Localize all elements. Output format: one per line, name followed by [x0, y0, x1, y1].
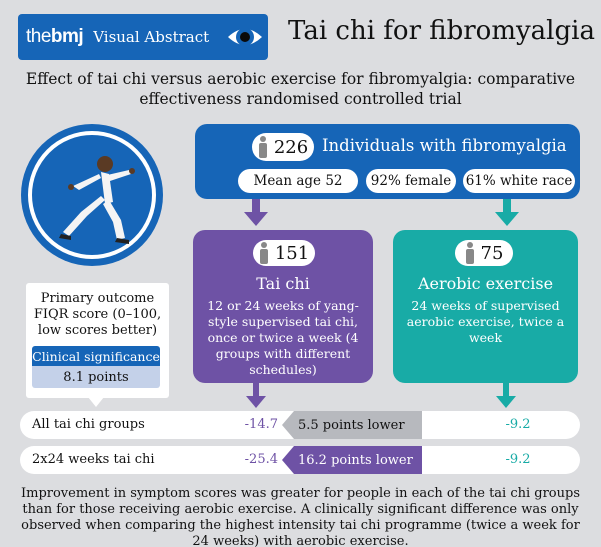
- person-icon: [258, 136, 267, 158]
- difference-badge-significant: 16.2 points lower: [282, 446, 422, 474]
- taichi-change: -14.7: [244, 417, 278, 432]
- bmj-visual-abstract-logo: the bmj Visual Abstract: [18, 14, 268, 60]
- population-count-pill: 226: [252, 133, 314, 161]
- taichi-arrow-stem: [252, 199, 260, 213]
- aerobic-arm-box: 75 Aerobic exercise 24 weeks of supervis…: [393, 230, 578, 383]
- tag-white-race: 61% white race: [463, 169, 575, 193]
- tai-chi-figure-icon: [28, 131, 156, 259]
- taichi-count-pill: 151: [253, 240, 315, 266]
- tag-female: 92% female: [366, 169, 456, 193]
- taichi-title: Tai chi: [256, 274, 310, 293]
- tag-age: Mean age 52: [238, 169, 358, 193]
- aerobic-result-arrow-stem: [503, 383, 509, 397]
- taichi-count: 151: [274, 242, 310, 264]
- taichi-result-arrow-stem: [253, 383, 259, 397]
- person-icon: [259, 242, 268, 264]
- brand-suffix: Visual Abstract: [93, 28, 210, 46]
- result-row-2x24-weeks: 2x24 weeks tai chi -25.4 16.2 points low…: [20, 446, 580, 474]
- page-title: Tai chi for fibromyalgia: [288, 16, 595, 46]
- aerobic-description: 24 weeks of supervised aerobic exercise,…: [406, 298, 565, 345]
- clinical-significance-label: Clinical significance: [32, 346, 160, 366]
- aerobic-change: -9.2: [505, 417, 531, 432]
- tai-chi-figure-badge: [21, 124, 163, 266]
- aerobic-result-arrow-head: [496, 396, 516, 408]
- taichi-result-arrow-head: [246, 396, 266, 408]
- taichi-description: 12 or 24 weeks of yang-style supervised …: [207, 298, 359, 377]
- population-label: Individuals with fibromyalgia: [322, 136, 567, 155]
- clinical-significance-value: 8.1 points: [32, 366, 160, 388]
- difference-text: 16.2 points lower: [298, 452, 413, 468]
- brand-bmj: bmj: [50, 26, 84, 47]
- aerobic-count-pill: 75: [455, 240, 513, 266]
- result-label: All tai chi groups: [32, 417, 145, 432]
- taichi-arm-box: 151 Tai chi 12 or 24 weeks of yang-style…: [193, 230, 373, 383]
- population-box: 226 Individuals with fibromyalgia Mean a…: [195, 124, 580, 199]
- aerobic-title: Aerobic exercise: [417, 274, 554, 293]
- difference-text: 5.5 points lower: [298, 417, 405, 433]
- taichi-change: -25.4: [244, 452, 278, 467]
- aerobic-arrow-stem: [503, 199, 511, 213]
- population-count: 226: [273, 136, 309, 158]
- eye-icon: [228, 28, 262, 46]
- difference-badge: 5.5 points lower: [282, 411, 422, 439]
- taichi-arrow-head: [244, 212, 268, 226]
- subtitle: Effect of tai chi versus aerobic exercis…: [25, 70, 576, 108]
- aerobic-change: -9.2: [505, 452, 531, 467]
- person-icon: [465, 242, 474, 264]
- aerobic-count: 75: [480, 242, 504, 264]
- result-label: 2x24 weeks tai chi: [32, 452, 155, 467]
- result-row-all-groups: All tai chi groups -14.7 5.5 points lowe…: [20, 411, 580, 439]
- brand-the: the: [26, 26, 51, 47]
- aerobic-arrow-head: [495, 212, 519, 226]
- callout-pointer: [88, 397, 104, 407]
- primary-outcome-text: Primary outcome FIQR score (0–100, low s…: [33, 291, 162, 338]
- conclusion-text: Improvement in symptom scores was greate…: [20, 486, 581, 547]
